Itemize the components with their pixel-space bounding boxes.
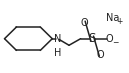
Text: H: H — [54, 48, 61, 58]
Text: O: O — [97, 50, 104, 60]
Text: −: − — [112, 39, 119, 48]
Text: O: O — [105, 34, 113, 44]
Text: N: N — [54, 34, 61, 44]
Text: Na: Na — [106, 13, 120, 23]
Text: +: + — [116, 17, 123, 26]
Text: O: O — [80, 18, 88, 28]
Text: S: S — [88, 32, 96, 45]
